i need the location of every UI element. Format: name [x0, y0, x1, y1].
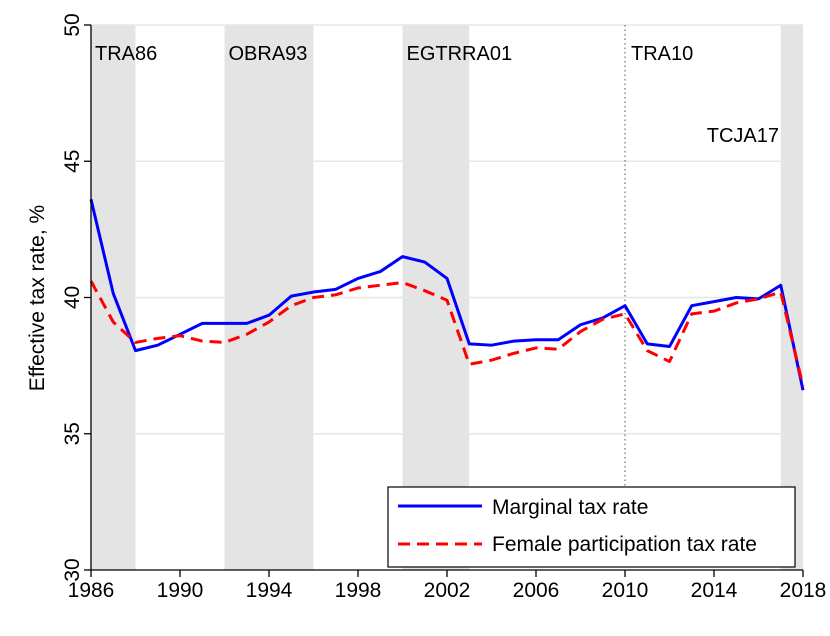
- x-tick-label-1990: 1990: [157, 579, 204, 602]
- x-tick-label-2018: 2018: [780, 579, 827, 602]
- legend-label-female: Female participation tax rate: [492, 533, 757, 556]
- y-tick-label-50: 50: [61, 13, 84, 36]
- y-axis-label: Effective tax rate, %: [26, 205, 49, 391]
- x-tick-label-2010: 2010: [602, 579, 649, 602]
- legend-label-marginal: Marginal tax rate: [492, 496, 648, 519]
- y-tick-label-40: 40: [61, 286, 84, 309]
- y-tick-label-45: 45: [61, 150, 84, 173]
- series-line-female-participation-tax-rate: [89, 280, 805, 387]
- period-labels: TRA86 OBRA93 EGTRRA01 TCJA17 TRA10: [95, 43, 779, 147]
- x-tick-label-2014: 2014: [691, 579, 738, 602]
- x-tick-label-2006: 2006: [513, 579, 560, 602]
- axes: 30 35 40 45 50 1986 1990 1994 1998 2002 2006 2010 20…: [61, 13, 826, 602]
- legend: Marginal tax rate Female participation t…: [387, 486, 796, 568]
- x-tick-label-1986: 1986: [68, 579, 115, 602]
- period-label-tra10: TRA10: [631, 43, 693, 65]
- y-tick-label-30: 30: [61, 558, 84, 581]
- x-tick-label-2002: 2002: [424, 579, 471, 602]
- period-label-tra86: TRA86: [95, 43, 157, 65]
- legend-box: [387, 486, 796, 568]
- x-tick-label-1994: 1994: [246, 579, 293, 602]
- x-tick-label-1998: 1998: [335, 579, 382, 602]
- series-lines: [89, 199, 805, 391]
- series-line-marginal-tax-rate: [89, 199, 805, 391]
- period-label-tcja17: TCJA17: [707, 125, 779, 147]
- period-label-egtrra01: EGTRRA01: [407, 43, 513, 65]
- period-label-obra93: OBRA93: [229, 43, 308, 65]
- y-tick-label-35: 35: [61, 422, 84, 445]
- gridlines: [91, 24, 803, 435]
